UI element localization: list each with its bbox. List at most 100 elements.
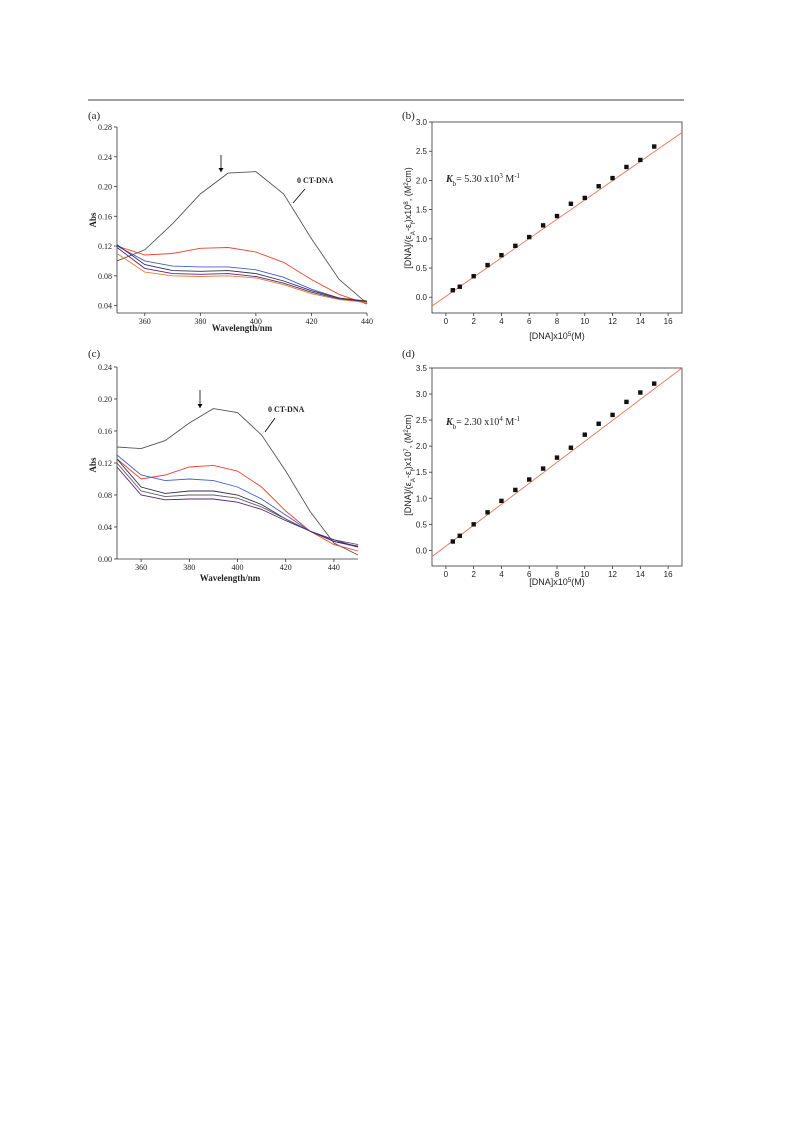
spectrum-line xyxy=(116,462,359,546)
y-tick-label: 1.0 xyxy=(416,235,428,244)
x-tick-label: 4 xyxy=(499,317,504,326)
y-axis-label: Abs xyxy=(88,212,98,228)
data-point xyxy=(485,510,490,515)
x-tick-label: 16 xyxy=(664,570,673,579)
text-part: A xyxy=(410,477,417,482)
plot-frame xyxy=(431,367,683,567)
x-tick-label: 0 xyxy=(444,570,449,579)
data-point xyxy=(652,381,657,386)
fit-line xyxy=(431,132,683,307)
y-tick-label: 0.24 xyxy=(98,363,112,372)
annotation: Kb= 2.30 x104 M-1 xyxy=(445,415,521,431)
text-part: Abs xyxy=(88,212,98,228)
data-point xyxy=(638,390,643,395)
data-point xyxy=(652,144,657,149)
y-tick-label: 0.0 xyxy=(416,546,428,555)
y-tick-label: 0.04 xyxy=(98,302,112,311)
text-part: 7 xyxy=(403,448,410,452)
data-point xyxy=(610,175,615,181)
x-tick-label: 10 xyxy=(580,570,589,579)
x-tick-label: 6 xyxy=(527,570,532,579)
x-axis-label: [DNA]x105(M) xyxy=(529,331,585,342)
text-part: 5 xyxy=(568,577,572,584)
text-part: b xyxy=(453,180,457,188)
y-tick-label: 0.20 xyxy=(98,395,112,404)
text-part: cm) xyxy=(403,414,413,429)
text-part: , (M xyxy=(403,433,413,449)
text-part: cm) xyxy=(403,167,413,182)
text-part: M xyxy=(503,174,515,185)
x-tick-label: 14 xyxy=(636,570,645,579)
data-point xyxy=(457,284,462,289)
data-point xyxy=(513,243,518,249)
y-tick-label: 0.16 xyxy=(98,427,112,436)
y-axis-label: Abs xyxy=(88,457,98,473)
x-tick-label: 2 xyxy=(471,570,476,579)
x-tick-label: 8 xyxy=(555,570,560,579)
text-part: 5 xyxy=(568,331,572,338)
x-tick-label: 14 xyxy=(636,317,645,326)
data-point xyxy=(568,445,574,450)
x-tick-label: 0 xyxy=(444,317,449,326)
x-tick-label: 360 xyxy=(135,563,147,572)
y-tick-label: 0.0 xyxy=(416,293,428,302)
data-point xyxy=(596,184,601,189)
data-point xyxy=(527,234,532,240)
data-point xyxy=(582,195,587,201)
x-tick-label: 420 xyxy=(305,317,317,326)
text-part: 4 xyxy=(499,415,503,423)
y-tick-label: 0.5 xyxy=(416,520,428,529)
y-tick-label: 3.0 xyxy=(416,390,428,399)
x-tick-label: 12 xyxy=(608,570,617,579)
data-point xyxy=(568,201,574,206)
data-point xyxy=(554,455,560,460)
spectrum-line xyxy=(116,244,368,302)
spectrum-line xyxy=(116,247,368,303)
text-part: (M) xyxy=(571,577,585,587)
text-part: = 5.30 x10 xyxy=(456,174,499,185)
data-point xyxy=(457,533,462,538)
text-part: -1 xyxy=(514,172,520,180)
x-axis-label: Wavelength/nm xyxy=(200,573,261,583)
text-part: A xyxy=(410,230,417,235)
text-part: = 2.30 x10 xyxy=(456,417,499,428)
x-tick-label: 420 xyxy=(280,563,292,572)
text-part: Abs xyxy=(88,457,98,473)
x-tick-label: 400 xyxy=(250,317,262,326)
y-tick-label: 0.08 xyxy=(98,272,112,281)
y-tick-label: 1.0 xyxy=(416,494,428,503)
y-tick-label: 2.5 xyxy=(416,147,428,156)
data-point xyxy=(450,288,456,293)
data-point xyxy=(582,432,587,437)
text-part: 2 xyxy=(403,182,410,186)
spectrum-line xyxy=(116,454,359,548)
y-axis-label: [DNA]/(εA-εf)x108, (M2cm) xyxy=(403,167,417,269)
y-tick-label: 0.28 xyxy=(98,123,112,132)
arrow-head xyxy=(197,404,203,408)
data-point xyxy=(540,466,546,471)
y-tick-label: 2.0 xyxy=(416,176,428,185)
panel-label: (d) xyxy=(402,348,415,360)
x-axis-label: Wavelength/nm xyxy=(212,323,273,333)
x-tick-label: 380 xyxy=(183,563,195,572)
x-tick-label: 10 xyxy=(580,317,589,326)
y-tick-label: 0.08 xyxy=(98,491,112,500)
data-point xyxy=(485,262,490,268)
x-tick-label: 380 xyxy=(194,317,206,326)
data-point xyxy=(554,213,560,219)
data-point xyxy=(527,477,532,482)
data-point xyxy=(471,274,476,279)
text-part: [DNA]/(ε xyxy=(403,235,413,269)
data-point xyxy=(513,487,518,493)
y-tick-label: 0.00 xyxy=(98,555,112,564)
x-tick-label: 12 xyxy=(608,317,617,326)
panel-label: (b) xyxy=(402,110,415,122)
data-point xyxy=(540,223,546,228)
fit-line xyxy=(431,367,683,557)
y-tick-label: 0.5 xyxy=(416,264,428,273)
text-part: Wavelength/nm xyxy=(200,573,261,583)
panel-label: (c) xyxy=(88,348,101,360)
text-part: 3 xyxy=(499,172,503,180)
y-tick-label: 2.0 xyxy=(416,442,428,451)
y-tick-label: 0.24 xyxy=(98,153,112,162)
